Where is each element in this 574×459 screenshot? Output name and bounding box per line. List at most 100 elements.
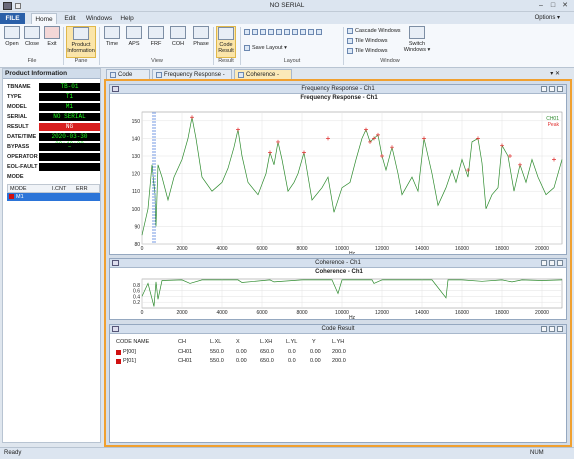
pane-maximize-icon[interactable] (549, 260, 555, 266)
x-tick-label: 2000 (176, 310, 187, 316)
pane-minimize-icon[interactable] (541, 326, 547, 332)
exit-button[interactable]: Exit (44, 26, 60, 58)
phase-view-button[interactable]: Phase (191, 26, 211, 58)
info-row: RESULT NG (5, 123, 100, 132)
x-tick-label: 6000 (256, 310, 267, 316)
frequency-response-chart[interactable]: 0 2000 4000 6000 8000 10000 12000 14000 16000 180… (110, 94, 568, 254)
x-tick-label: 2000 (176, 246, 187, 252)
tile-windows-button[interactable]: Tile Windows (347, 37, 388, 45)
save-layout-button[interactable]: Save Layout ▾ (244, 44, 287, 52)
info-row: TYPE T1 (5, 93, 100, 102)
code-result-table: CODE NAME CH L.XL X L.XH L.YL Y L.YH P[0… (114, 339, 414, 369)
tab-close-icon[interactable] (156, 72, 162, 78)
tile-windows-vertical-button[interactable]: Tile Windows (347, 47, 388, 55)
peak-marker (376, 132, 380, 137)
tab-edit[interactable]: Edit (64, 15, 76, 22)
peak-marker (372, 136, 376, 141)
legend-peak: Peak (548, 122, 560, 128)
x-tick-label: 14000 (415, 246, 429, 252)
open-button[interactable]: Open (4, 26, 20, 58)
close-button[interactable]: Close (24, 26, 40, 58)
tab-home[interactable]: Home (31, 13, 57, 24)
doc-tab-coherence[interactable]: Coherence - Ch1 (234, 69, 292, 88)
y-tick-label: 0.4 (133, 294, 140, 300)
status-bar: Ready NUM (0, 447, 574, 459)
options-menu[interactable]: Options ▾ (534, 15, 560, 21)
layout-slot-icon[interactable] (252, 28, 258, 35)
maximize-button[interactable]: □ (550, 2, 556, 9)
pane-minimize-icon[interactable] (541, 86, 547, 92)
aps-view-button[interactable]: APS (125, 26, 143, 58)
quick-access-icon[interactable] (15, 3, 21, 9)
x-tick-label: 16000 (455, 310, 469, 316)
layout-slot-icon[interactable] (276, 28, 282, 35)
peak-marker (364, 127, 368, 132)
layout-slot-icon[interactable] (292, 28, 298, 35)
close-window-button[interactable]: ✕ (562, 2, 568, 9)
pane-maximize-icon[interactable] (549, 86, 555, 92)
table-row[interactable]: P[01] CH01 550.0 0.00 650.0 0.0 0.00 200… (114, 358, 414, 366)
product-information-button[interactable]: Product Information (66, 26, 96, 58)
layout-slot-icon[interactable] (260, 28, 266, 35)
ribbon-tabs: FILE Home Edit Windows Help Options ▾ (0, 12, 574, 24)
table-row[interactable]: P[00] CH01 550.0 0.00 650.0 0.0 0.00 200… (114, 349, 414, 357)
tab-close-icon[interactable] (110, 72, 116, 78)
coherence-pane: Coherence - Ch1 Coherence - Ch1 0 2000 400… (109, 258, 567, 320)
layout-slot-icon[interactable] (284, 28, 290, 35)
layout-slot-icon[interactable] (244, 28, 250, 35)
minimize-button[interactable]: – (539, 2, 543, 9)
pane-close-icon[interactable] (557, 260, 563, 266)
peak-marker (500, 143, 504, 148)
tab-help[interactable]: Help (120, 15, 134, 22)
coherence-chart[interactable]: 0 2000 4000 6000 8000 10000 12000 14000 16000 180… (110, 268, 568, 320)
tab-close-icon[interactable] (238, 72, 244, 78)
x-tick-label: 12000 (375, 310, 389, 316)
y-tick-label: 0.8 (133, 283, 140, 289)
layout-slot-icon[interactable] (268, 28, 274, 35)
info-row: SERIAL NO SERIAL (5, 113, 100, 122)
y-tick-label: 90 (134, 224, 140, 230)
layout-slot-icon[interactable] (316, 28, 322, 35)
layout-slot-icon[interactable] (308, 28, 314, 35)
tab-list-icon[interactable]: ▾ ✕ (550, 71, 560, 77)
y-tick-label: 130 (132, 154, 141, 160)
layout-slots[interactable] (244, 28, 324, 36)
cascade-windows-button[interactable]: Cascade Windows (347, 27, 401, 35)
tile-horizontal-icon (347, 37, 353, 44)
peak-marker (390, 145, 394, 150)
peak-marker (326, 136, 330, 141)
peak-marker (368, 139, 372, 144)
y-tick-label: 100 (132, 207, 141, 213)
pane-header: Frequency Response - Ch1 (110, 85, 566, 94)
x-tick-label: 8000 (296, 310, 307, 316)
info-row: MODE (7, 174, 24, 180)
code-color-icon (116, 359, 121, 364)
chart-title: Coherence - Ch1 (315, 269, 363, 275)
doc-tab-frequency-response[interactable]: Frequency Response - Ch1 (152, 69, 232, 88)
y-tick-label: 80 (134, 242, 140, 248)
pane-minimize-icon[interactable] (541, 260, 547, 266)
pane-maximize-icon[interactable] (549, 326, 555, 332)
y-tick-label: 110 (132, 189, 140, 195)
switch-windows-button[interactable]: Switch Windows ▾ (401, 26, 433, 58)
group-pane-label: Pane (74, 58, 88, 64)
peak-marker (190, 115, 194, 120)
pane-close-icon[interactable] (557, 86, 563, 92)
pane-close-icon[interactable] (557, 326, 563, 332)
group-result-label: Result (218, 58, 234, 64)
mode-row[interactable]: M1 (7, 193, 100, 201)
cascade-icon (347, 27, 353, 34)
frf-view-button[interactable]: FRF (147, 26, 165, 58)
doc-tab-code-result[interactable]: Code Result (106, 69, 150, 88)
time-view-button[interactable]: Time (103, 26, 121, 58)
group-view-label: View (151, 58, 163, 64)
code-result-button[interactable]: Code Result (216, 26, 236, 58)
app-icon (3, 2, 12, 10)
tab-windows[interactable]: Windows (85, 15, 113, 22)
plot-area (141, 111, 563, 245)
x-tick-label: 20000 (535, 246, 549, 252)
peak-marker (380, 154, 384, 158)
layout-slot-icon[interactable] (300, 28, 306, 35)
tab-file[interactable]: FILE (0, 13, 25, 24)
coh-view-button[interactable]: COH (169, 26, 187, 58)
